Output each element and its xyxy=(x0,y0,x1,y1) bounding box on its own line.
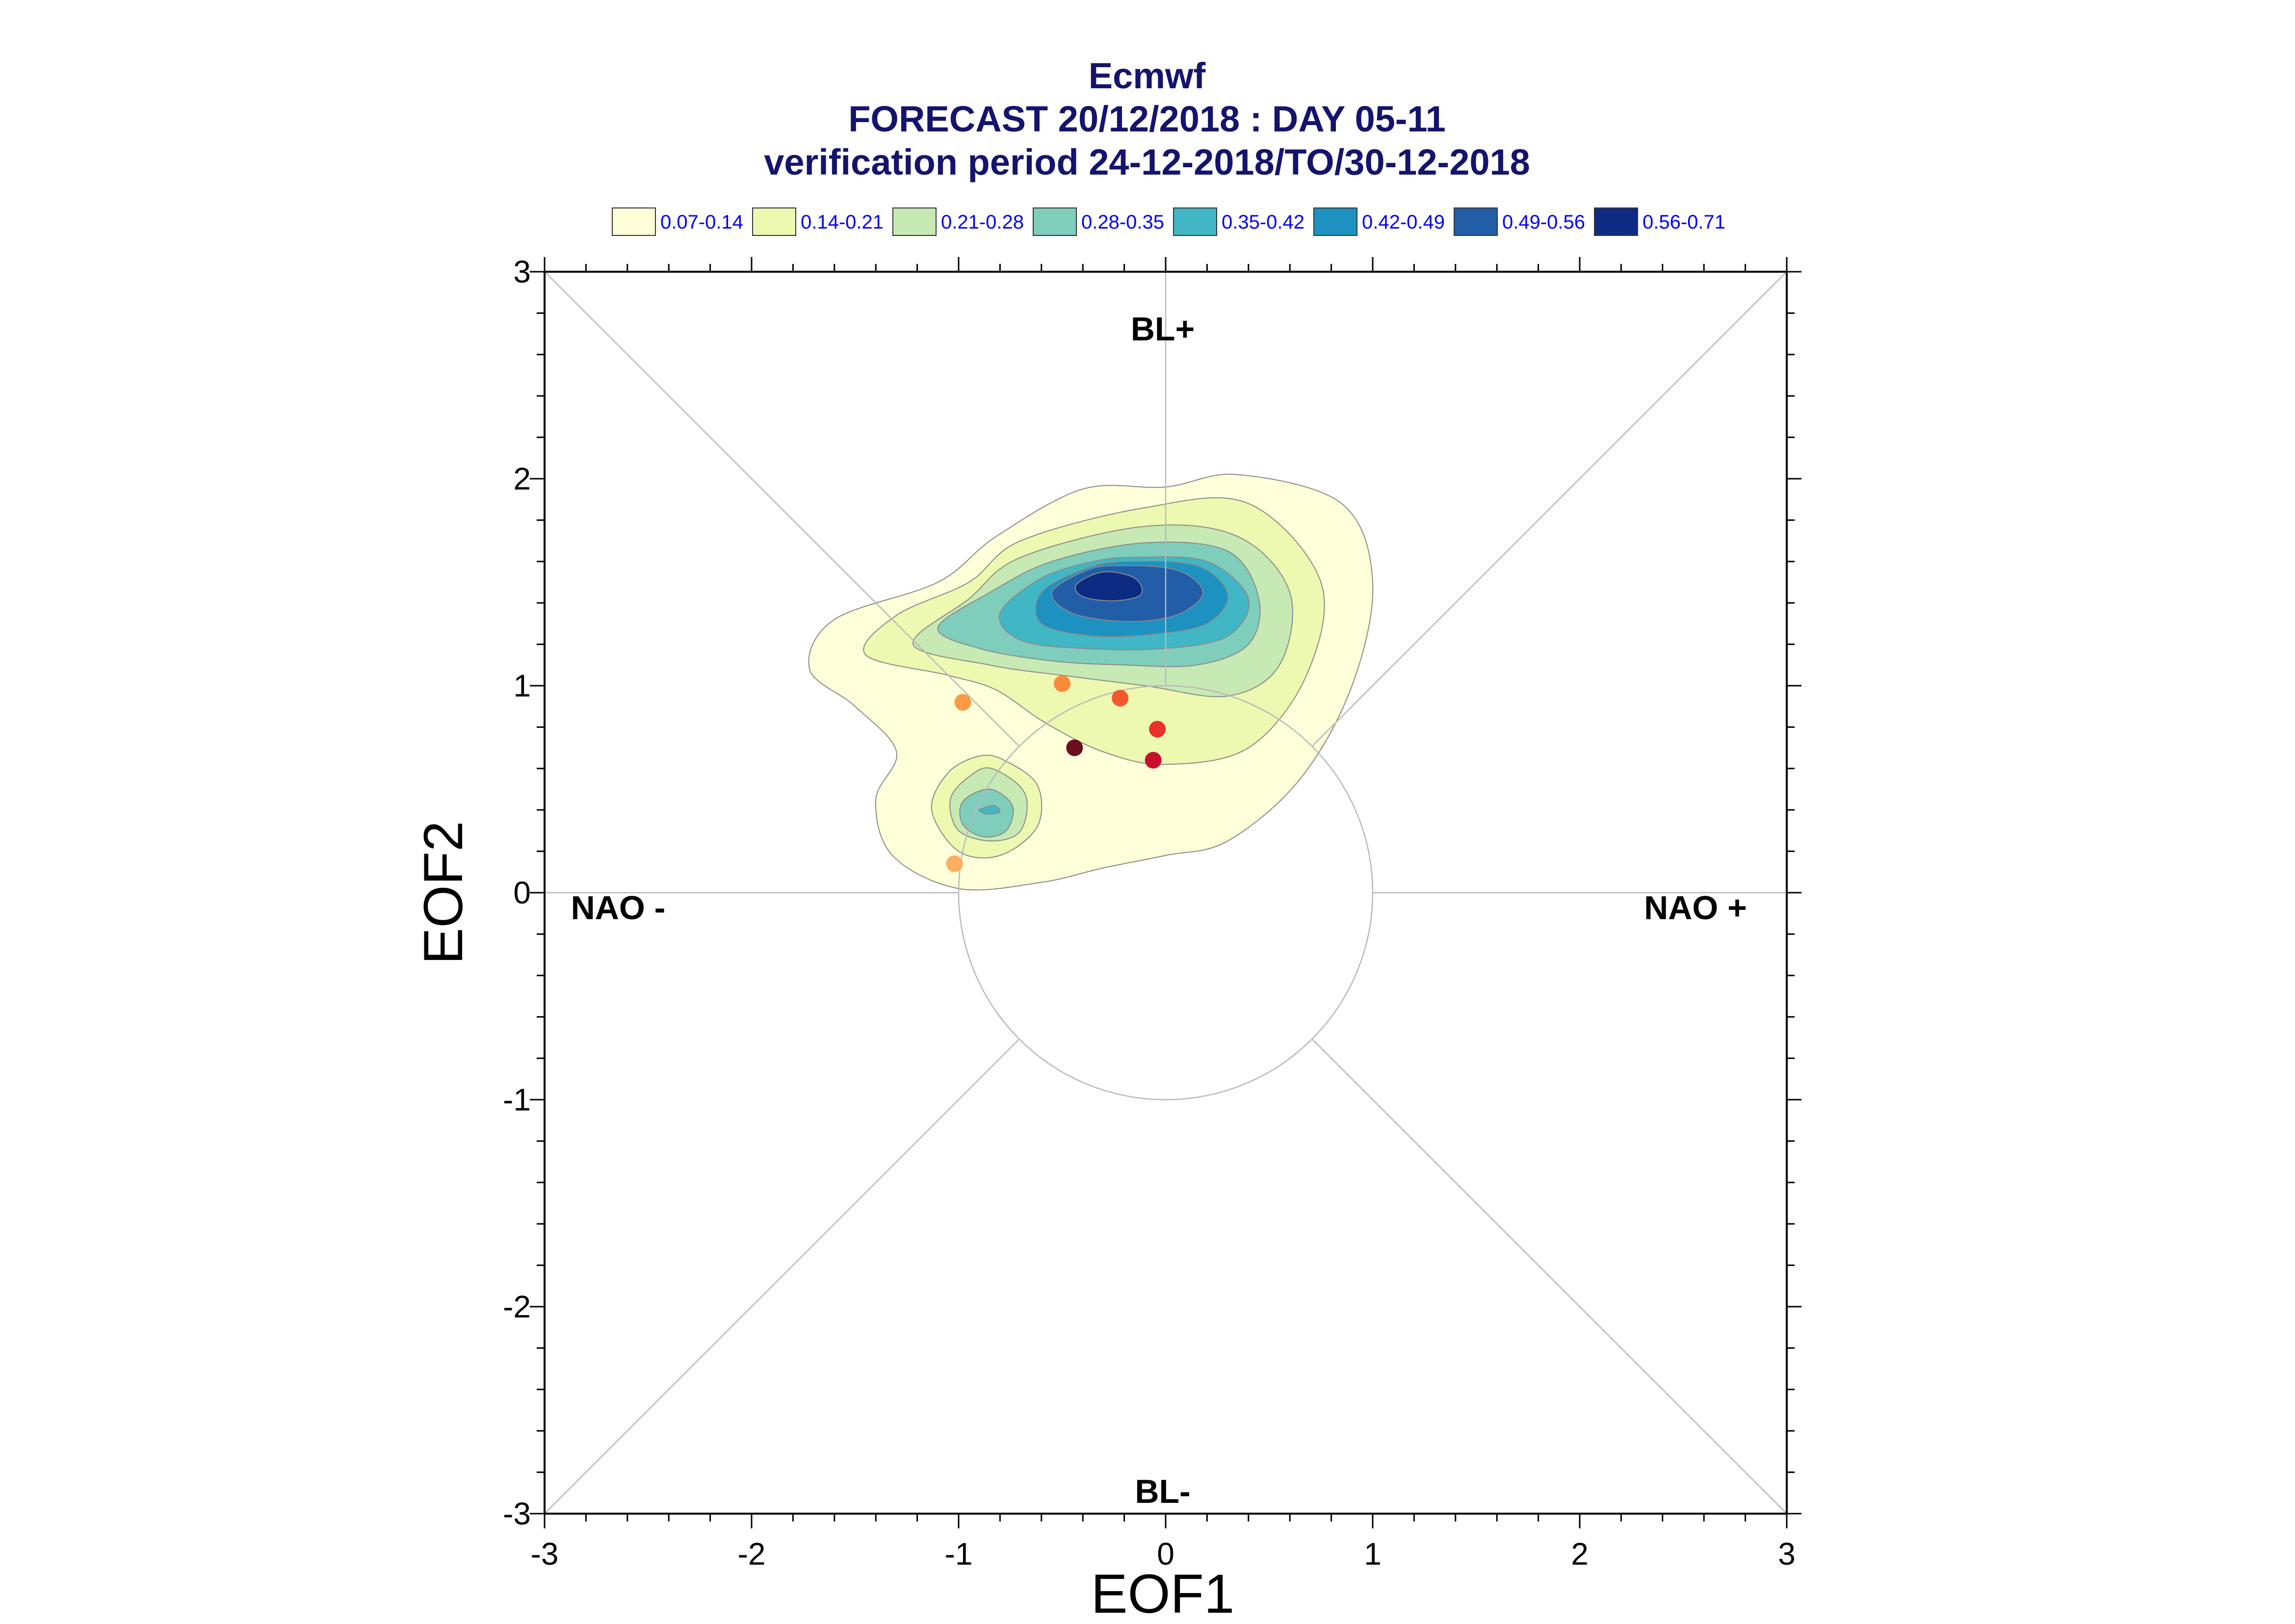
legend-label-6: 0.42-0.49 xyxy=(1362,211,1445,233)
x-axis-title: EOF1 xyxy=(1091,1563,1235,1624)
legend-label-8: 0.56-0.71 xyxy=(1643,211,1725,233)
axis-ticks xyxy=(530,257,1801,1528)
legend-label-2: 0.14-0.21 xyxy=(801,211,884,233)
density-contour-0.56-0.71 xyxy=(1074,571,1143,602)
legend-swatch-4 xyxy=(1033,207,1077,236)
forecast-point-5 xyxy=(1149,721,1166,738)
density-legend: 0.07-0.14 0.14-0.21 0.21-0.28 0.28-0.35 0.35… xyxy=(612,207,1725,236)
region-label-bl-minus: BL- xyxy=(1135,1473,1190,1510)
x-tick-label: -3 xyxy=(531,1536,559,1572)
guide-diagonal-nw xyxy=(544,271,1020,747)
x-tick-label: -2 xyxy=(738,1536,766,1572)
x-tick-label: 2 xyxy=(1571,1536,1589,1572)
legend-swatch-3 xyxy=(892,207,937,236)
y-tick-label: 1 xyxy=(513,668,531,703)
legend-swatch-5 xyxy=(1173,207,1217,236)
region-label-nao-minus: NAO - xyxy=(571,889,666,927)
legend-swatch-8 xyxy=(1594,207,1638,236)
legend-swatch-2 xyxy=(752,207,796,236)
legend-label-3: 0.21-0.28 xyxy=(941,211,1024,233)
density-contours xyxy=(808,473,1374,891)
chart-subtitle-verification: verification period 24-12-2018/TO/30-12-… xyxy=(764,142,1530,182)
legend-swatch-1 xyxy=(612,207,656,236)
legend-swatch-7 xyxy=(1454,207,1498,236)
forecast-point-3 xyxy=(1054,675,1070,692)
guide-diagonal-ne xyxy=(1311,271,1787,747)
legend-label-1: 0.07-0.14 xyxy=(660,211,743,233)
x-tick-label: 0 xyxy=(1157,1536,1174,1572)
region-label-nao-plus: NAO + xyxy=(1644,889,1747,927)
y-tick-label: -1 xyxy=(503,1082,531,1117)
legend-label-5: 0.35-0.42 xyxy=(1222,211,1304,233)
x-tick-label: 3 xyxy=(1778,1536,1796,1572)
guide-lines xyxy=(544,271,1787,1514)
forecast-point-7 xyxy=(1066,739,1083,756)
y-tick-label: 2 xyxy=(513,461,531,496)
y-axis-title: EOF2 xyxy=(413,821,474,965)
x-tick-label: 1 xyxy=(1364,1536,1382,1572)
density-contour-0.35-0.42 xyxy=(979,805,1001,815)
chart-subtitle: FORECAST 20/12/2018 : DAY 05-11 xyxy=(848,99,1446,139)
chart-title: Ecmwf xyxy=(1089,55,1206,96)
y-tick-label: -3 xyxy=(503,1496,531,1531)
region-label-bl-plus: BL+ xyxy=(1131,310,1195,348)
y-tick-label: 0 xyxy=(513,875,531,910)
guide-diagonal-se xyxy=(1311,1038,1787,1514)
forecast-point-6 xyxy=(1145,751,1162,769)
forecast-point-2 xyxy=(954,694,971,711)
legend-label-7: 0.49-0.56 xyxy=(1502,211,1585,233)
x-tick-label: -1 xyxy=(945,1536,973,1572)
y-tick-label: -2 xyxy=(503,1289,531,1324)
y-tick-label: 3 xyxy=(513,254,531,289)
legend-swatch-6 xyxy=(1313,207,1357,236)
legend-label-4: 0.28-0.35 xyxy=(1081,211,1164,233)
axis-tick-labels: -3 -2 -1 0 1 2 3 -3 -2 -1 0 1 2 3 xyxy=(503,254,1796,1572)
forecast-point-1 xyxy=(946,855,963,872)
forecast-points xyxy=(946,675,1166,872)
guide-diagonal-sw xyxy=(544,1038,1020,1514)
forecast-point-4 xyxy=(1112,690,1129,707)
